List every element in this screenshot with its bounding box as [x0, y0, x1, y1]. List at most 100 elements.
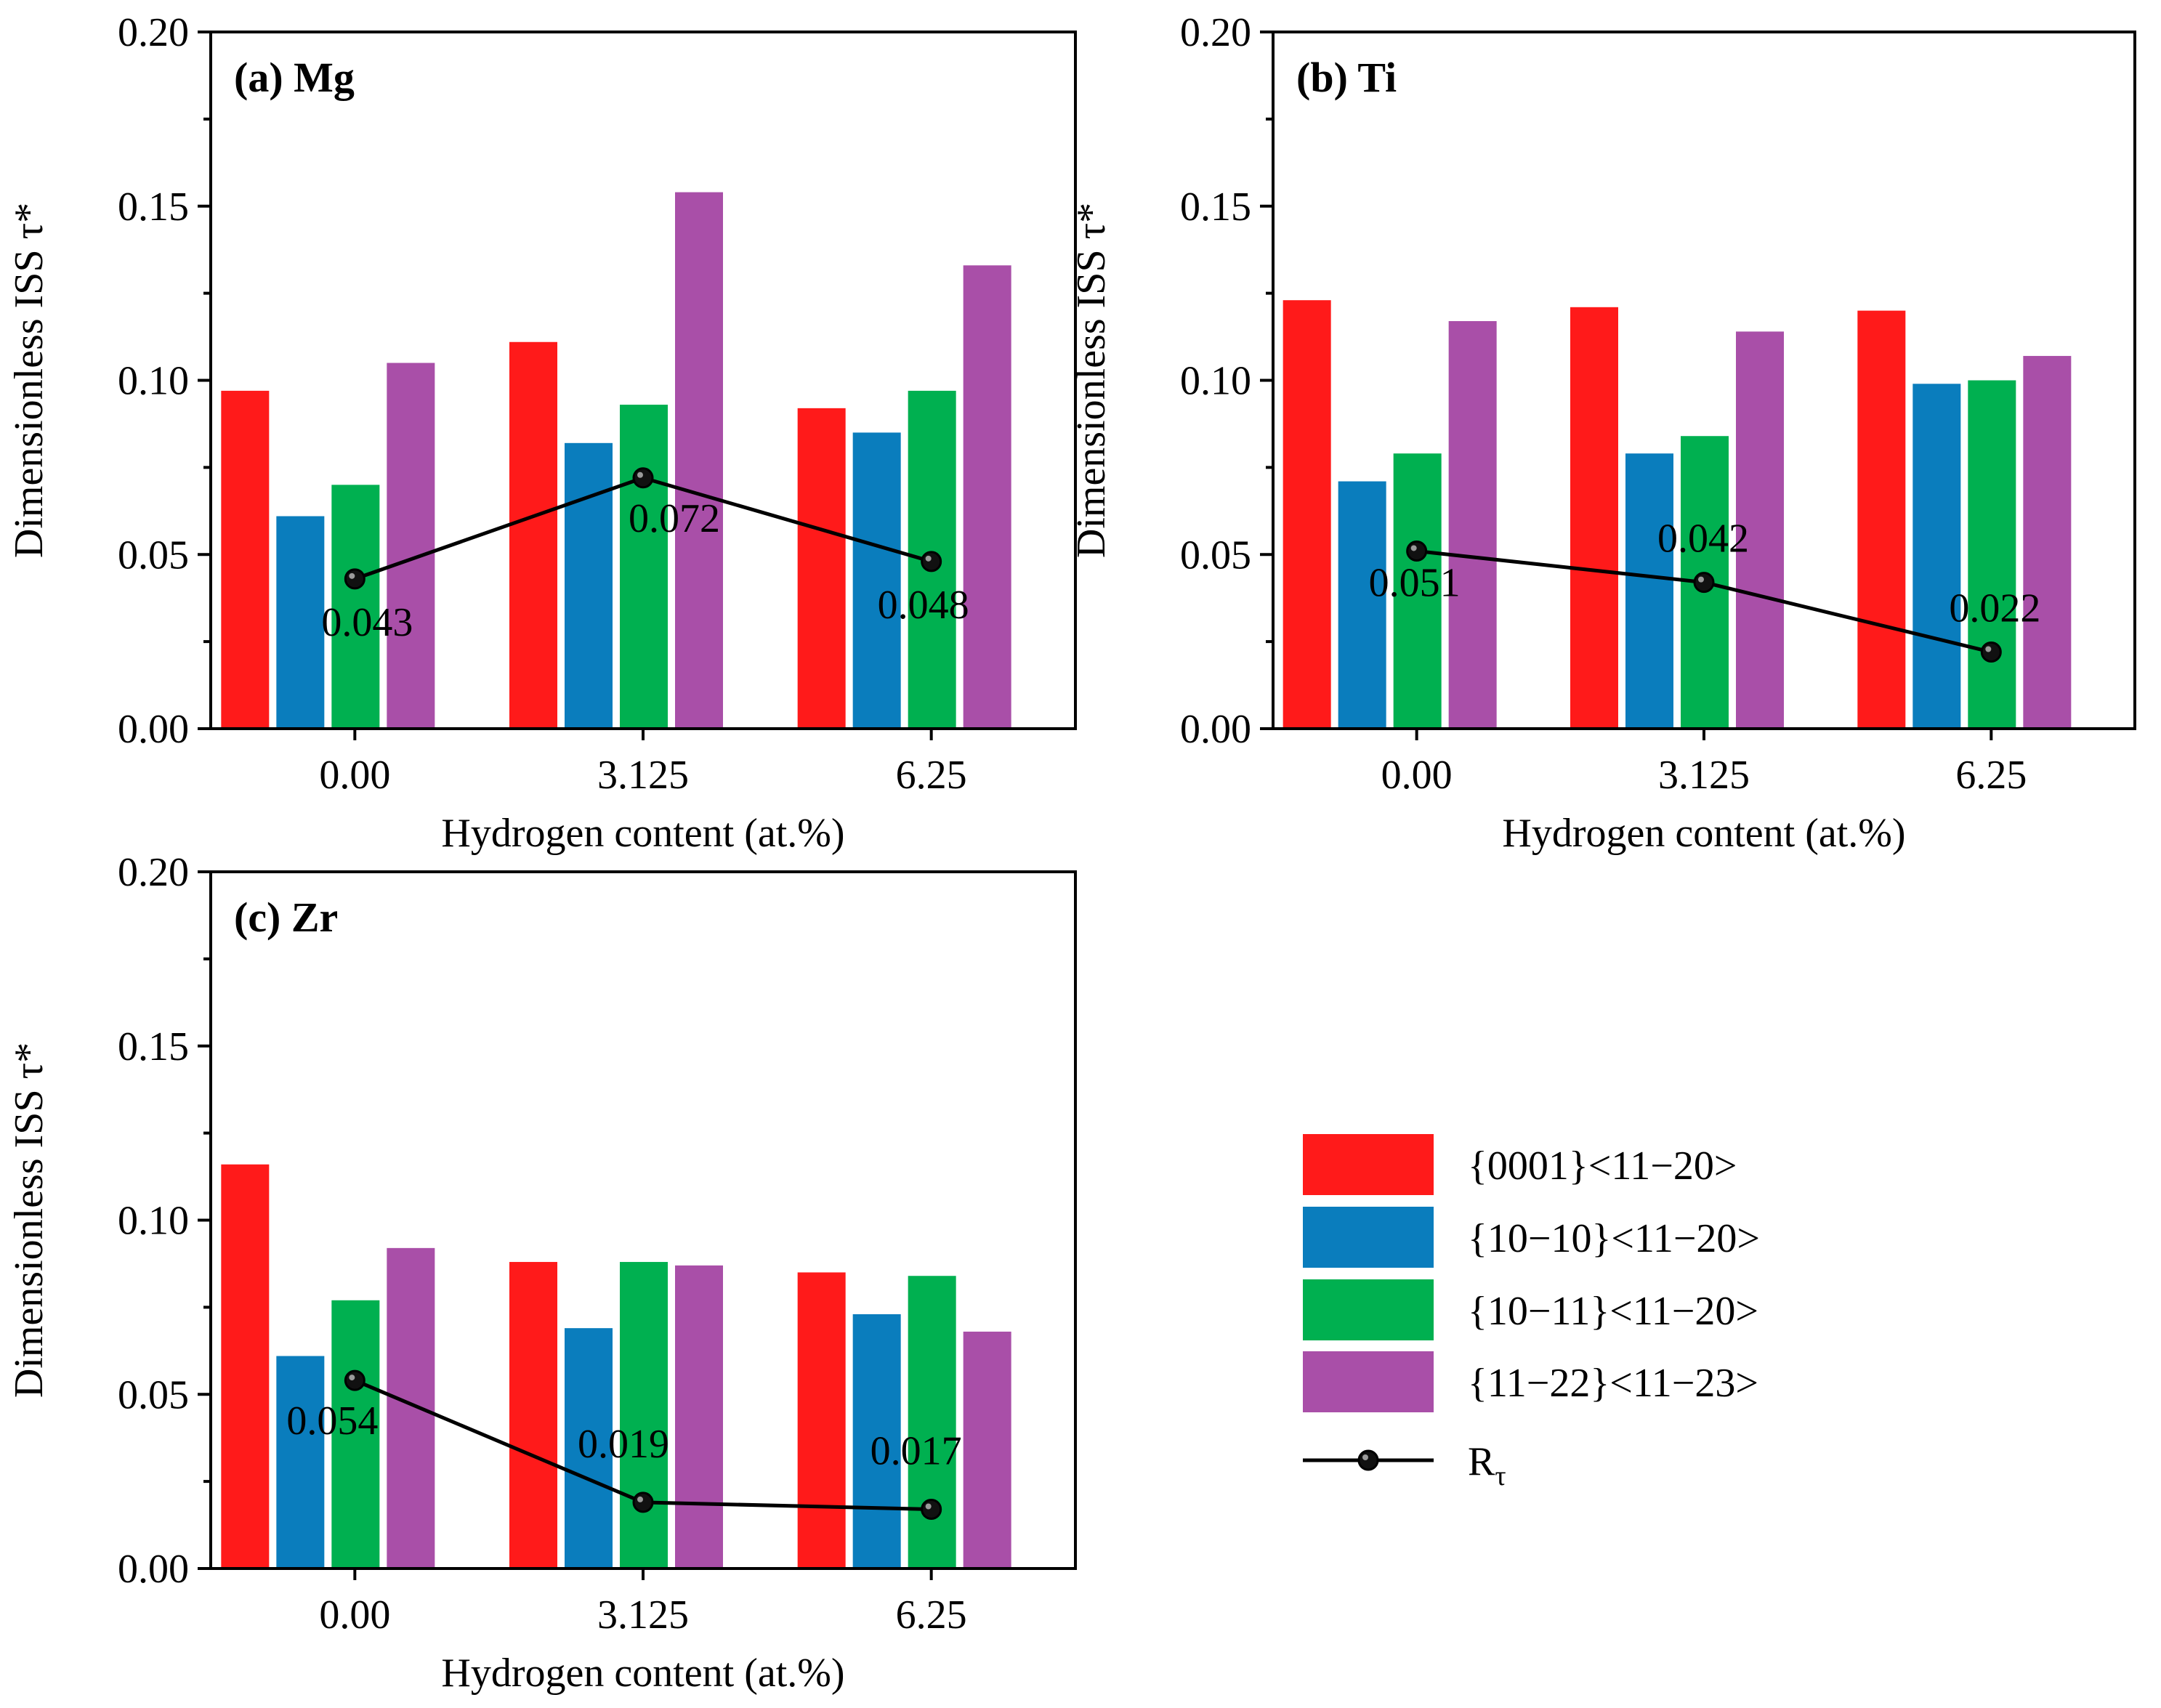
r-tau-data-label: 0.048 [878, 583, 969, 628]
bar-series-0-cat-2 [797, 1272, 846, 1569]
bar-series-1-cat-1 [565, 1328, 613, 1569]
bar-series-0-cat-2 [1857, 310, 1906, 729]
r-tau-point-highlight [925, 555, 932, 562]
bar-series-3-cat-1 [675, 192, 723, 729]
bar-series-2-cat-0 [1393, 453, 1442, 729]
r-tau-point [344, 1369, 365, 1391]
bar-series-1-cat-0 [276, 516, 325, 729]
bar-series-3-cat-2 [963, 1331, 1011, 1569]
r-tau-point [632, 467, 654, 489]
bar-series-0-cat-1 [509, 1262, 557, 1569]
r-tau-point [1406, 540, 1428, 562]
r-tau-data-label: 0.022 [1949, 586, 2040, 631]
x-tick-label: 0.00 [319, 1592, 390, 1638]
r-tau-data-label: 0.019 [578, 1422, 669, 1467]
r-tau-data-label: 0.043 [321, 600, 413, 645]
y-tick-label: 0.00 [1180, 707, 1251, 752]
x-tick-label: 0.00 [1381, 753, 1453, 798]
legend-r-main: R [1468, 1439, 1495, 1484]
bar-series-3-cat-0 [387, 363, 435, 729]
y-tick-label: 0.20 [118, 850, 189, 895]
y-tick-label: 0.10 [118, 1199, 189, 1244]
bar-series-1-cat-2 [852, 1314, 901, 1569]
legend-swatch-2 [1303, 1279, 1434, 1340]
y-tick-label: 0.10 [1180, 359, 1251, 404]
r-tau-point-highlight [637, 471, 643, 478]
legend-swatch-1 [1303, 1207, 1434, 1268]
panel-mg: 0.043 0.072 0.048 0.00 0.05 0.10 0.15 0.20 0.00 3… [7, 10, 1077, 856]
x-axis-title: Hydrogen content (at.%) [441, 811, 844, 856]
r-tau-point-highlight [349, 1375, 355, 1381]
legend-r-subscript: τ [1495, 1461, 1506, 1492]
r-tau-point [1693, 572, 1715, 594]
bar-series-3-cat-0 [387, 1247, 435, 1569]
r-tau-point-highlight [1698, 576, 1704, 583]
y-tick-label: 0.00 [118, 1547, 189, 1592]
y-tick-label: 0.15 [118, 185, 189, 230]
panel-ti: 0.051 0.042 0.022 0.00 0.05 0.10 0.15 0.20 0.00 3… [1069, 10, 2136, 856]
legend-label-r-tau: Rτ [1468, 1439, 1506, 1492]
x-tick-label: 3.125 [597, 1592, 689, 1638]
y-tick-label: 0.10 [118, 359, 189, 404]
bar-series-3-cat-0 [1448, 320, 1497, 729]
r-tau-point [921, 1498, 942, 1520]
legend-label-3: {11−22}<11−23> [1468, 1361, 1758, 1406]
legend: {0001}<11−20> {10−10}<11−20> {10−11}<11−20… [1303, 1134, 1760, 1492]
legend-swatch-3 [1303, 1351, 1434, 1412]
bar-series-1-cat-0 [1338, 481, 1386, 729]
legend-swatch-0 [1303, 1134, 1434, 1195]
y-axis-title: Dimensionless ISS τ* [7, 1043, 52, 1398]
x-axis-title: Hydrogen content (at.%) [441, 1651, 844, 1696]
x-tick-label: 6.25 [896, 753, 967, 798]
bar-series-2-cat-0 [331, 485, 380, 729]
r-tau-point-highlight [925, 1503, 932, 1510]
y-tick-label: 0.15 [118, 1024, 189, 1069]
y-tick-label: 0.00 [118, 707, 189, 752]
bar-series-2-cat-0 [331, 1300, 380, 1569]
bar-series-1-cat-2 [1912, 384, 1961, 729]
bar-series-1-cat-0 [276, 1356, 325, 1569]
x-tick-label: 6.25 [896, 1592, 967, 1638]
r-tau-data-label: 0.017 [871, 1428, 962, 1473]
r-tau-point [921, 551, 942, 572]
bar-series-2-cat-2 [1968, 380, 2016, 729]
r-tau-data-label: 0.042 [1657, 517, 1749, 562]
r-tau-data-label: 0.051 [1369, 560, 1461, 605]
r-tau-point-highlight [1985, 646, 1992, 652]
bar-series-0-cat-0 [1283, 300, 1331, 729]
r-tau-point [344, 568, 365, 590]
bar-series-0-cat-1 [1570, 307, 1618, 729]
r-tau-data-label: 0.072 [629, 496, 720, 541]
legend-label-0: {0001}<11−20> [1468, 1144, 1737, 1189]
x-tick-label: 0.00 [319, 753, 390, 798]
r-tau-point [632, 1492, 654, 1513]
legend-label-2: {10−11}<11−20> [1468, 1289, 1758, 1334]
x-tick-label: 6.25 [1955, 753, 2027, 798]
legend-label-1: {10−10}<11−20> [1468, 1216, 1760, 1261]
y-tick-label: 0.05 [118, 533, 189, 578]
y-tick-label: 0.15 [1180, 185, 1251, 230]
r-tau-data-label: 0.054 [286, 1399, 378, 1444]
bar-series-3-cat-2 [963, 265, 1011, 729]
bar-series-2-cat-1 [620, 405, 668, 729]
r-tau-point-highlight [1410, 545, 1417, 551]
y-tick-label: 0.05 [118, 1372, 189, 1417]
x-tick-label: 3.125 [597, 753, 689, 798]
bar-series-3-cat-1 [1736, 331, 1784, 729]
bar-series-3-cat-2 [2023, 355, 2072, 729]
panel-zr: 0.054 0.019 0.017 0.00 0.05 0.10 0.15 0.20 0.00 3… [7, 850, 1077, 1696]
y-tick-label: 0.20 [1180, 10, 1251, 55]
x-axis-title: Hydrogen content (at.%) [1502, 811, 1905, 856]
bar-series-2-cat-2 [908, 1276, 956, 1569]
bar-series-0-cat-1 [509, 341, 557, 729]
bar-series-0-cat-0 [221, 390, 270, 729]
bar-series-2-cat-1 [620, 1262, 668, 1569]
r-tau-point-highlight [637, 1496, 643, 1502]
panel-label: (c) Zr [234, 894, 338, 941]
bar-series-1-cat-1 [1625, 453, 1673, 729]
bar-series-1-cat-1 [565, 442, 613, 729]
y-tick-label: 0.05 [1180, 533, 1251, 578]
x-tick-label: 3.125 [1658, 753, 1750, 798]
y-tick-label: 0.20 [118, 10, 189, 55]
